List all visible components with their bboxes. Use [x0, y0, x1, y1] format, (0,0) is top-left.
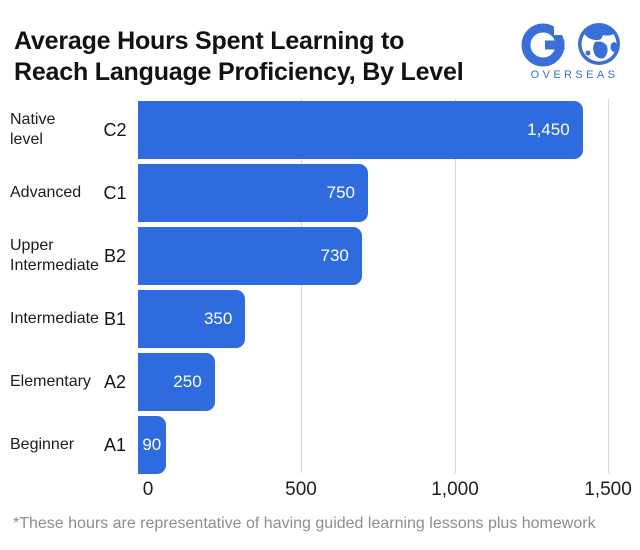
chart-title-line-2: Reach Language Proficiency, By Level — [14, 58, 464, 86]
x-tick-label-1500: 1,500 — [584, 479, 632, 500]
bar-a1: 90 — [138, 416, 166, 474]
bar-track: 350 — [138, 290, 598, 348]
x-tick-label-500: 500 — [285, 479, 317, 500]
bar-c2: 1,450 — [138, 101, 583, 159]
bar-b2: 730 — [138, 227, 362, 285]
chart-rows: Native level C2 1,450 Advanced C1 750 Up… — [0, 101, 640, 479]
globe-icon — [578, 23, 620, 65]
bar-chart: Native level C2 1,450 Advanced C1 750 Up… — [0, 99, 640, 500]
level-code: A1 — [103, 434, 127, 455]
bar-value-label: 350 — [203, 309, 233, 328]
bar-value-label: 250 — [173, 372, 202, 391]
category-label: Beginner — [10, 436, 75, 453]
category-label: Intermediate — [10, 310, 99, 327]
x-tick-label-0: 0 — [142, 479, 154, 500]
bar-track: 90 — [138, 416, 598, 474]
bar-track: 750 — [138, 164, 598, 222]
bar-value-label: 1,450 — [527, 120, 570, 139]
chart-row-c2: Native level C2 1,450 — [0, 101, 640, 159]
x-axis: 0 500 1,000 1,500 — [0, 479, 640, 503]
bar-b1: 350 — [138, 290, 246, 348]
gridline-1500 — [608, 99, 609, 473]
bar-a2: 250 — [138, 353, 215, 411]
x-tick-label-1000: 1,000 — [431, 479, 479, 500]
level-code: C2 — [103, 119, 127, 140]
bar-track: 250 — [138, 353, 598, 411]
chart-row-a2: Elementary A2 250 — [0, 353, 640, 411]
chart-row-b1: Intermediate B1 350 — [0, 290, 640, 348]
bar-value-label: 750 — [326, 183, 355, 202]
category-label: Native level — [10, 111, 56, 148]
gridline-500 — [301, 99, 302, 473]
category-label: Advanced — [10, 184, 82, 201]
category-label: Elementary — [10, 373, 91, 390]
category-label: Upper Intermediate — [10, 237, 99, 274]
logo-wordmark: OVERSEAS — [530, 69, 619, 81]
chart-footnote: *These hours are representative of havin… — [13, 515, 596, 532]
gridline-1000 — [455, 99, 456, 473]
go-overseas-logo: OVERSEAS — [520, 20, 626, 81]
level-code: B2 — [103, 245, 127, 266]
chart-title-line-1: Average Hours Spent Learning to — [14, 27, 405, 55]
bar-track: 730 — [138, 227, 598, 285]
bar-track: 1,450 — [138, 101, 598, 159]
bar-value-label: 730 — [320, 246, 349, 265]
go-overseas-logo-graphic — [521, 20, 620, 67]
level-code: C1 — [103, 182, 127, 203]
level-code: A2 — [103, 371, 127, 392]
chart-row-b2: Upper Intermediate B2 730 — [0, 227, 640, 285]
bar-c1: 750 — [138, 164, 368, 222]
bar-value-label: 90 — [142, 435, 162, 454]
chart-row-c1: Advanced C1 750 — [0, 164, 640, 222]
chart-title: Average Hours Spent Learning to Reach La… — [14, 26, 464, 88]
level-code: B1 — [103, 308, 127, 329]
logo-letter-g — [521, 20, 567, 67]
chart-row-a1: Beginner A1 90 — [0, 416, 640, 474]
